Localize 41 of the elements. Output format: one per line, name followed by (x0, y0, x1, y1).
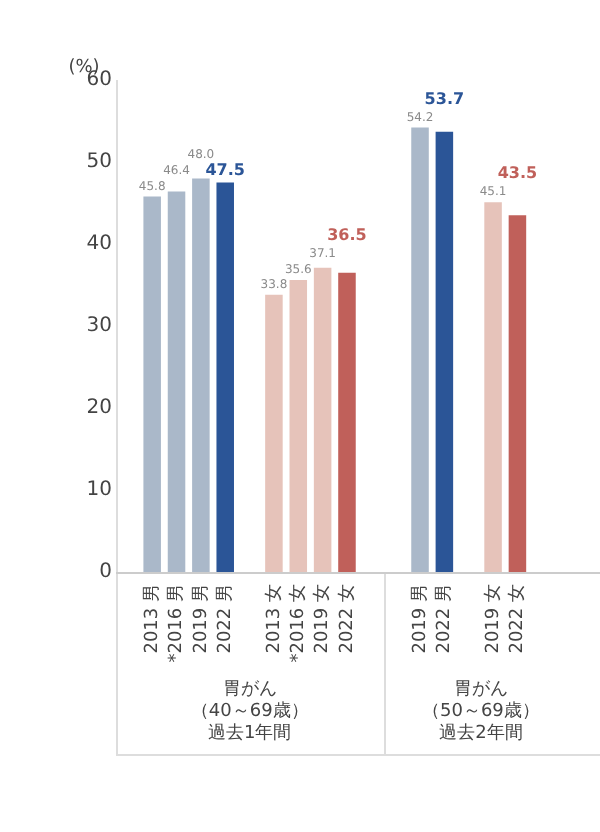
y-tick-label: 30 (86, 315, 112, 338)
x-tick-label: 2019 男 (408, 584, 431, 654)
bar (289, 280, 308, 572)
x-tick-label: 2019 女 (481, 584, 504, 654)
bar (484, 202, 502, 572)
y-tick-label: 0 (99, 561, 112, 584)
data-label: 43.5 (497, 164, 539, 183)
x-tick-label: 2019 男 (189, 584, 212, 654)
bar (216, 182, 234, 572)
x-tick-label: *2016 男 (165, 584, 188, 663)
text: 胃がん (453, 679, 508, 700)
bar (411, 127, 429, 572)
bar (265, 294, 283, 572)
data-label: 53.7 (424, 89, 465, 108)
y-tick-label: 20 (86, 397, 112, 420)
bar (143, 196, 161, 572)
x-tick-label: 2013 男 (140, 584, 163, 654)
x-tick-label: 2019 女 (311, 584, 334, 654)
text: （40～69歳） (190, 699, 309, 722)
bar (338, 272, 356, 572)
x-tick-label: 2022 男 (433, 584, 456, 654)
x-tick-label: 2022 女 (506, 584, 529, 654)
data-label: 36.5 (327, 226, 368, 245)
bar (313, 267, 332, 572)
bar (508, 215, 527, 572)
text: 胃がん (222, 679, 277, 700)
text: 過去2年間 (439, 721, 523, 744)
x-tick-label: 2022 男 (213, 584, 236, 654)
bar (435, 131, 454, 572)
bar (167, 191, 186, 572)
y-tick-label: 50 (86, 151, 112, 174)
text: （50～69歳） (421, 699, 540, 722)
data-label: 47.5 (205, 160, 246, 179)
x-tick-label: 2013 女 (262, 584, 285, 654)
bar (192, 178, 210, 572)
y-tick-label: 40 (86, 233, 112, 256)
x-tick-label: *2016 女 (286, 584, 309, 663)
x-tick-label: 2022 女 (335, 584, 358, 654)
y-tick-label: 60 (86, 69, 112, 92)
text: 過去1年間 (208, 721, 292, 744)
y-tick-label: 10 (86, 479, 112, 502)
